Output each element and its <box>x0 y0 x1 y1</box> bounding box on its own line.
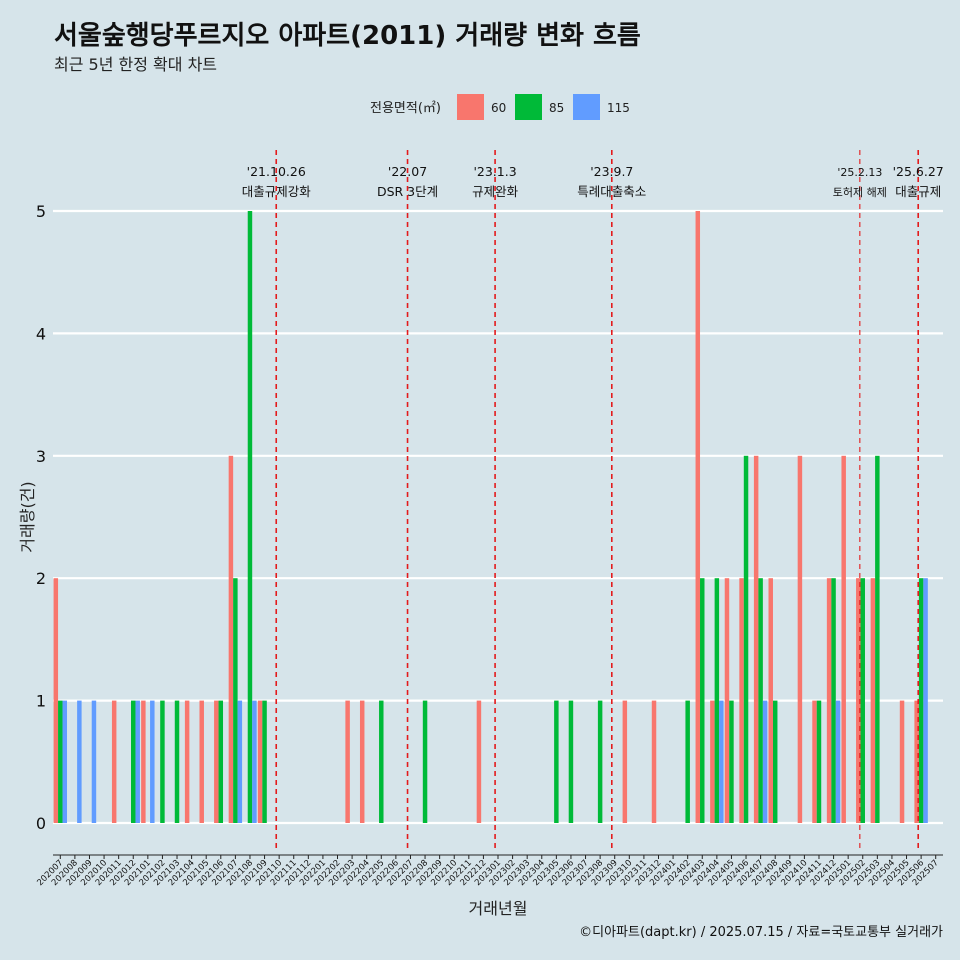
bar-202101-60 <box>141 700 146 823</box>
bar-202503-60 <box>870 578 876 823</box>
bar-202412-85 <box>831 578 836 823</box>
bar-202007-85 <box>58 700 63 823</box>
bar-202407-115 <box>762 700 768 823</box>
legend-title: 전용면적(㎡) <box>370 101 441 116</box>
bar-202406-85 <box>743 455 749 823</box>
bar-202405-85 <box>729 700 734 823</box>
bar-202501-60 <box>841 455 846 823</box>
bar-202203-60 <box>345 700 350 823</box>
event-label-5: 대출규제 <box>895 184 941 199</box>
y-axis-label: 거래량(건) <box>18 481 37 552</box>
legend-label-115: 115 <box>607 101 630 115</box>
x-axis: 2020072020082020092020102020112020122021… <box>35 854 943 888</box>
bar-202410-60 <box>797 455 803 823</box>
bar-202407-85 <box>758 578 763 823</box>
bar-202108-85 <box>247 211 253 823</box>
bar-202312-60 <box>651 700 657 823</box>
caption: ©디아파트(dapt.kr) / 2025.07.15 / 자료=국토교통부 실… <box>579 925 943 940</box>
event-label-2: 규제완화 <box>472 184 519 199</box>
bar-202007-115 <box>62 700 68 823</box>
bar-202402-85 <box>685 700 690 823</box>
bar-202007-60 <box>53 578 59 823</box>
bar-202404-60 <box>710 700 715 823</box>
event-label-3: 특례대출축소 <box>577 184 646 199</box>
bar-202109-60 <box>257 700 263 823</box>
event-date-1: '22.07 <box>388 164 427 179</box>
bar-202502-60 <box>856 578 861 823</box>
x-axis-label: 거래년월 <box>469 899 528 918</box>
bar-202306-85 <box>568 700 574 823</box>
legend: 전용면적(㎡) 60 85 115 <box>370 94 630 120</box>
bar-202305-85 <box>554 700 559 823</box>
y-tick-3: 3 <box>36 447 46 466</box>
bar-202403-60 <box>695 211 701 823</box>
bar-202407-60 <box>753 455 759 823</box>
event-date-5: '25.6.27 <box>893 164 944 179</box>
bar-202107-85 <box>233 578 238 823</box>
event-date-3: '23.9.7 <box>590 164 633 179</box>
bar-202408-60 <box>768 578 773 823</box>
legend-swatch-60 <box>457 94 484 120</box>
y-tick-4: 4 <box>36 324 46 343</box>
bar-202405-60 <box>724 578 730 823</box>
y-tick-1: 1 <box>36 692 46 711</box>
bar-202204-60 <box>359 700 365 823</box>
bar-202412-115 <box>835 700 841 823</box>
bars <box>53 211 928 823</box>
bar-202012-85 <box>131 700 136 823</box>
bar-202106-85 <box>218 700 224 823</box>
bar-202506-60 <box>914 700 919 823</box>
bar-202502-85 <box>860 578 865 823</box>
bar-202406-60 <box>739 578 744 823</box>
chart-subtitle: 최근 5년 한정 확대 차트 <box>54 55 217 74</box>
bar-202505-60 <box>899 700 905 823</box>
y-axis: 0 1 2 3 4 5 <box>36 202 46 833</box>
chart-title: 서울숲행당푸르지오 아파트(2011) 거래량 변화 흐름 <box>54 21 641 51</box>
event-date-4: '25.2.13 <box>837 166 882 179</box>
bar-202308-85 <box>597 700 603 823</box>
bar-202108-115 <box>252 700 257 823</box>
event-label-1: DSR 3단계 <box>377 184 438 199</box>
bar-202104-60 <box>184 700 190 823</box>
bar-202404-85 <box>714 578 720 823</box>
event-date-0: '21.10.26 <box>247 164 306 179</box>
event-label-0: 대출규제강화 <box>242 184 312 199</box>
bar-202102-85 <box>160 700 165 823</box>
bar-202503-85 <box>875 455 880 823</box>
event-label-4: 토허제 해제 <box>833 185 887 199</box>
bar-202506-85 <box>918 578 924 823</box>
bar-202408-85 <box>772 700 778 823</box>
bar-202107-60 <box>228 455 234 823</box>
legend-swatch-85 <box>515 94 542 120</box>
bar-202208-85 <box>422 700 428 823</box>
bar-202008-115 <box>77 700 82 823</box>
y-tick-0: 0 <box>36 814 46 833</box>
event-lines: '21.10.26 대출규제강화 '22.07 DSR 3단계 '23.1.3 규제완화 '… <box>242 150 944 850</box>
bar-202009-115 <box>91 700 97 823</box>
bar-202411-85 <box>816 700 822 823</box>
bar-202205-85 <box>379 700 384 823</box>
bar-202105-60 <box>199 700 204 823</box>
bar-202404-115 <box>719 700 724 823</box>
event-date-2: '23.1.3 <box>473 164 516 179</box>
bar-202103-85 <box>174 700 180 823</box>
bar-202403-85 <box>700 578 705 823</box>
bar-202101-115 <box>150 700 155 823</box>
bar-202107-115 <box>237 700 243 823</box>
bar-202506-115 <box>923 578 928 823</box>
bar-202412-60 <box>826 578 832 823</box>
bar-202411-60 <box>812 700 817 823</box>
bar-202011-60 <box>111 700 117 823</box>
legend-label-85: 85 <box>549 101 564 115</box>
bar-202109-85 <box>262 700 267 823</box>
bar-202310-60 <box>622 700 628 823</box>
y-tick-5: 5 <box>36 202 46 221</box>
bar-202212-60 <box>476 700 482 823</box>
legend-swatch-115 <box>573 94 600 120</box>
y-tick-2: 2 <box>36 569 46 588</box>
bar-202106-60 <box>214 700 219 823</box>
bar-202012-115 <box>135 700 140 823</box>
legend-label-60: 60 <box>491 101 506 115</box>
